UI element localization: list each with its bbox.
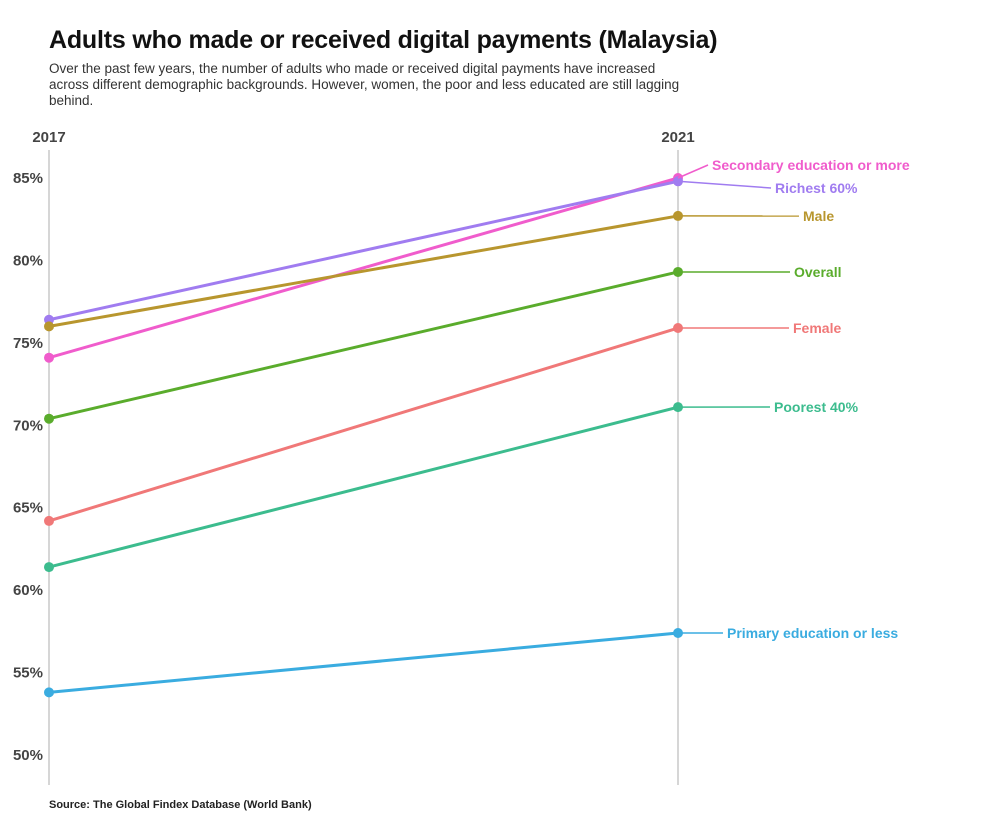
period-label-2017: 2017: [32, 129, 65, 146]
point-2017-female: [44, 515, 54, 526]
label-leader-richest-60: [677, 180, 772, 189]
y-tick-label: 50%: [13, 747, 43, 764]
series-line-richest-60: [47, 179, 680, 322]
series-label-secondary-education-or-more: Secondary education or more: [712, 157, 910, 173]
series-line-poorest-40: [47, 405, 680, 569]
series-line-male: [47, 214, 680, 328]
point-2017-secondary-education-or-more: [44, 352, 54, 363]
source-note: Source: The Global Findex Database (Worl…: [49, 799, 312, 811]
y-tick-label: 65%: [13, 500, 43, 517]
label-leader-secondary-education-or-more: [677, 164, 709, 179]
y-tick-label: 75%: [13, 335, 43, 352]
y-tick-label: 85%: [13, 170, 43, 187]
point-2017-poorest-40: [44, 562, 54, 573]
chart-subtitle: Over the past few years, the number of a…: [49, 61, 680, 108]
y-tick-label: 60%: [13, 582, 43, 599]
point-2017-male: [44, 321, 54, 332]
series-label-poorest-40: Poorest 40%: [774, 399, 859, 415]
series-label-overall: Overall: [794, 264, 841, 280]
y-tick-label: 80%: [13, 252, 43, 269]
series-line-primary-education-or-less: [47, 631, 680, 694]
series-line-female: [47, 326, 680, 523]
point-2017-overall: [44, 413, 54, 424]
axes-group: 2017 2021 85% 80% 75% 70% 65% 60% 55% 50%: [13, 129, 695, 785]
y-tick-label: 70%: [13, 417, 43, 434]
series-label-male: Male: [803, 208, 834, 224]
point-2017-primary-education-or-less: [44, 687, 54, 698]
series-label-richest-60: Richest 60%: [775, 180, 858, 196]
y-tick-label: 55%: [13, 665, 43, 682]
series-line-overall: [47, 270, 680, 421]
series-label-female: Female: [793, 320, 841, 336]
series-label-primary-education-or-less: Primary education or less: [727, 625, 898, 641]
series-line-secondary-education-or-more: [47, 176, 680, 360]
chart-title: Adults who made or received digital paym…: [49, 26, 718, 54]
period-label-2021: 2021: [661, 129, 694, 146]
series-labels-group: Secondary education or more Richest 60% Ma…: [677, 157, 910, 641]
series-lines-group: [44, 173, 683, 698]
